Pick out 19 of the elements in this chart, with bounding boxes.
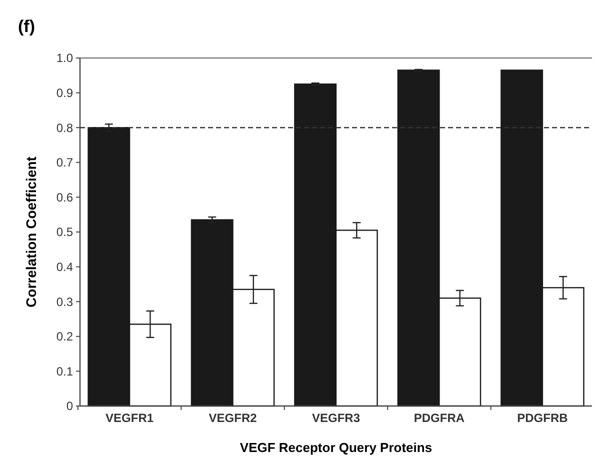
y-tick-label: 0.1 [56,364,74,378]
y-tick-label: 0.9 [56,86,74,100]
x-tick-label: PDGFRB [517,411,568,425]
y-tick-label: 0.4 [56,260,74,274]
x-tick-label: VEGFR3 [312,411,360,425]
x-tick-label: PDGFRA [414,411,465,425]
x-axis-title: VEGF Receptor Query Proteins [240,440,432,455]
y-tick-label: 0.5 [56,225,74,240]
y-tick-label: 0.2 [56,330,74,344]
chart-title: (f) [18,17,35,36]
y-tick-label: 0.3 [56,294,74,309]
y-tick-label: 0.7 [56,156,74,170]
y-tick-label: 0.8 [56,120,74,135]
y-tick-label: 0 [66,399,74,414]
y-tick-label: 1.0 [56,51,74,66]
y-axis-title: Correlation Coefficient [23,156,39,308]
x-tick-label: VEGFR2 [208,411,258,425]
y-tick-label: 0.6 [56,190,74,204]
x-tick-label: VEGFR1 [106,411,154,425]
